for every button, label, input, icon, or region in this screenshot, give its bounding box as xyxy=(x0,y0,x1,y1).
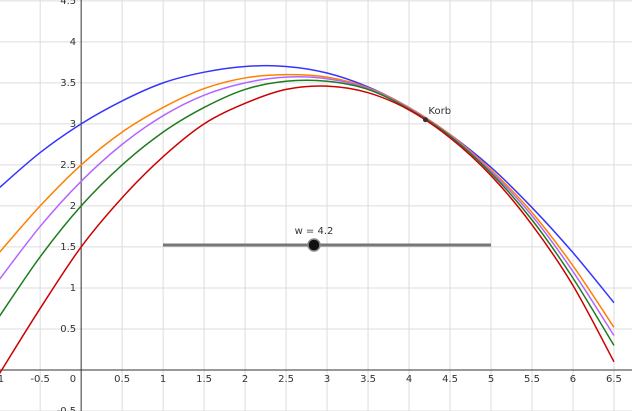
x-tick-label: 1 xyxy=(160,374,166,385)
x-tick-label: 0.5 xyxy=(114,374,130,385)
x-tick-label: 4 xyxy=(406,374,412,385)
y-tick-label: 4.5 xyxy=(60,0,76,7)
slider-knob[interactable] xyxy=(307,238,321,252)
y-tick-label: 3.5 xyxy=(60,78,76,89)
y-tick-label: -0.5 xyxy=(57,406,77,411)
curve xyxy=(0,64,615,304)
y-tick-label: 0.5 xyxy=(60,324,76,335)
point xyxy=(422,117,428,123)
curve xyxy=(0,73,615,328)
point-label: Korb xyxy=(428,106,451,117)
curve xyxy=(0,85,615,375)
x-tick-label: 5 xyxy=(488,374,494,385)
y-tick-label: 4 xyxy=(70,37,76,48)
origin-label: 0 xyxy=(70,374,76,385)
curve xyxy=(0,76,615,336)
x-tick-label: -0.5 xyxy=(30,374,50,385)
y-tick-label: 3 xyxy=(70,119,76,130)
x-tick-label: 4.5 xyxy=(442,374,458,385)
y-tick-label: 1.5 xyxy=(60,242,76,253)
x-tick-label: -1 xyxy=(0,374,4,385)
slider-label: w = 4.2 xyxy=(295,226,334,237)
y-tick-label: 1 xyxy=(70,283,76,294)
y-tick-label: 2 xyxy=(70,201,76,212)
x-tick-label: 2 xyxy=(242,374,248,385)
x-tick-label: 2.5 xyxy=(278,374,294,385)
curve xyxy=(0,79,615,346)
x-tick-label: 6.5 xyxy=(606,374,622,385)
x-tick-label: 1.5 xyxy=(196,374,212,385)
x-tick-label: 3.5 xyxy=(360,374,376,385)
x-tick-label: 5.5 xyxy=(524,374,540,385)
x-tick-label: 6 xyxy=(570,374,576,385)
x-tick-label: 3 xyxy=(324,374,330,385)
y-tick-label: 2.5 xyxy=(60,160,76,171)
